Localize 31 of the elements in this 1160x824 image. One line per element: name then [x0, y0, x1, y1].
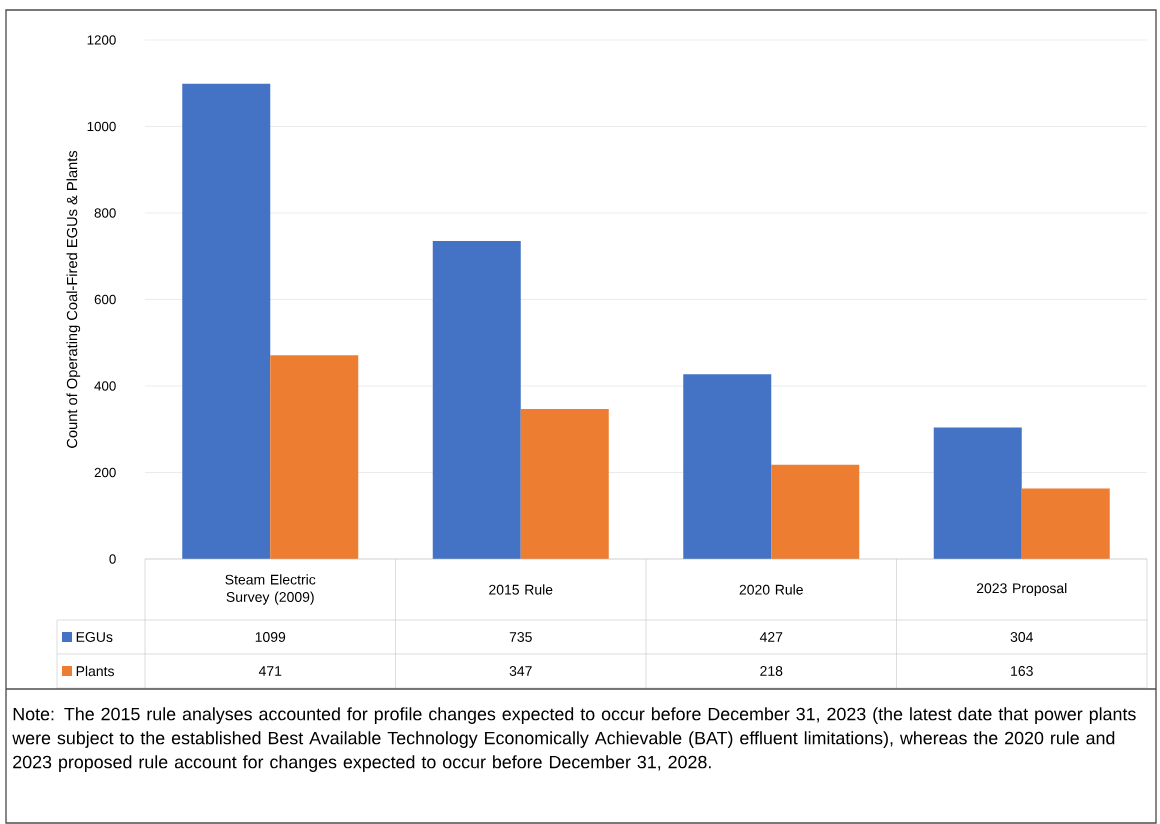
- y-tick-label: 800: [94, 208, 116, 218]
- legend-label: EGUs: [76, 632, 113, 642]
- data-label: 735: [509, 632, 532, 642]
- bar: [933, 427, 1022, 559]
- text: Note: The 2015 rule analyses accounted for profile changes expected to occur before December 31, 2023 (the latest date that power plants were subject to the established Best Available Technology Economically Achievable (BAT) effluent limitations), whereas the 2020 rule and 2023 proposed rule account for changes expected to occur before December 31, 2028.: [12, 707, 1136, 772]
- y-tick-label: 200: [94, 467, 116, 478]
- x-tick-label: Steam Electric Survey (2009): [225, 574, 316, 605]
- x-tick-label: 2023 Proposal: [976, 582, 1067, 596]
- bar: [683, 374, 772, 559]
- x-tick-label: 2015 Rule: [489, 584, 553, 595]
- data-label: 218: [760, 666, 783, 676]
- legend-label: Plants: [76, 665, 114, 677]
- bar: [520, 408, 609, 559]
- bar: [182, 83, 271, 559]
- data-label: 471: [258, 666, 282, 676]
- y-axis-title: Count of Operating Coal-Fired EGUs & Plants: [66, 150, 81, 448]
- y-tick-label: 400: [94, 381, 116, 391]
- data-label: 304: [1010, 632, 1033, 642]
- bar: [270, 355, 359, 559]
- x-tick-label: 2020 Rule: [739, 584, 803, 595]
- y-tick-label: 1200: [87, 35, 116, 45]
- y-tick-label: 0: [109, 554, 116, 564]
- bar: [771, 464, 860, 559]
- data-label: 163: [1011, 666, 1033, 676]
- data-label: 1099: [255, 632, 286, 642]
- data-label: 427: [759, 632, 783, 642]
- bar: [1021, 488, 1110, 559]
- y-tick-label: 600: [94, 294, 116, 305]
- bar: [432, 241, 521, 559]
- data-label: 347: [509, 666, 532, 676]
- y-tick-label: 1000: [87, 121, 116, 132]
